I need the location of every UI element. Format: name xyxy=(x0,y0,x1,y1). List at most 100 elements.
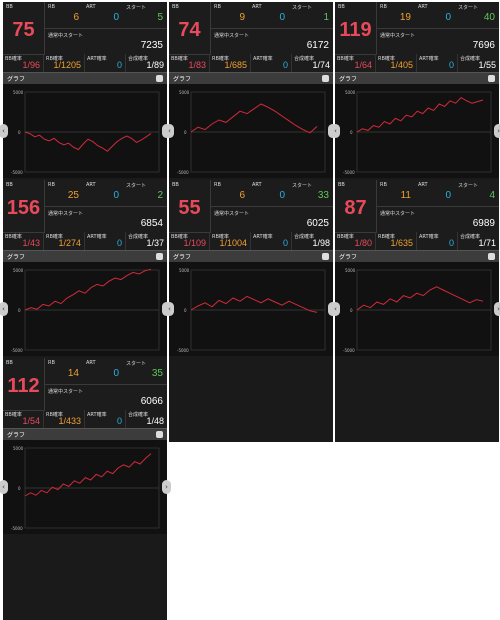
bb-rate-value: 1/83 xyxy=(188,60,206,70)
bb-count: 119 xyxy=(339,19,372,41)
y-bottom-label: -5000 xyxy=(11,526,23,531)
rb-rate-cell: RB確率 1/274 xyxy=(44,232,85,250)
stats-panel: BB 87 RB 11 ART 0 スタート 4 通常中スタート 6 xyxy=(335,180,499,250)
stats-panel: BB 119 RB 19 ART 0 スタート 40 通常中スタート xyxy=(335,2,499,72)
rb-label: RB xyxy=(214,182,221,188)
prev-arrow-icon[interactable]: ‹ xyxy=(0,124,8,138)
total-rate-cell: 合成確率 1/37 xyxy=(126,232,167,250)
graph-area: 5000 0 -5000 ‹ › xyxy=(0,84,171,178)
art-count: 0 xyxy=(113,190,119,201)
graph-header: グラフ xyxy=(335,72,499,85)
graph-title: グラフ xyxy=(173,76,192,83)
total-rate-value: 1/48 xyxy=(146,416,164,426)
y-bottom-label: -5000 xyxy=(343,170,355,175)
graph-options-icon[interactable] xyxy=(322,253,329,260)
bb-rate-label: BB確率 xyxy=(171,234,188,240)
total-rate-cell: 合成確率 1/48 xyxy=(126,410,167,428)
total-rate-value: 1/74 xyxy=(312,60,330,70)
bb-count-cell: BB 87 xyxy=(335,180,377,233)
y-zero-label: 0 xyxy=(18,130,21,135)
art-rate-label: ART確率 xyxy=(87,412,107,418)
total-rate-cell: 合成確率 1/89 xyxy=(126,54,167,72)
start-label: スタート xyxy=(126,183,147,189)
total-rate-value: 1/37 xyxy=(146,238,164,248)
art-rate-cell: ART確率 0 xyxy=(251,54,292,72)
art-rate-value: 0 xyxy=(116,416,122,426)
total-rate-value: 1/89 xyxy=(146,60,164,70)
normal-start-value: 6025 xyxy=(306,218,329,229)
bb-label: BB xyxy=(172,4,179,10)
art-rate-value: 0 xyxy=(282,238,288,248)
start-cell: スタート 2 xyxy=(123,180,167,206)
total-rate-value: 1/98 xyxy=(312,238,330,248)
total-rate-label: 合成確率 xyxy=(460,234,481,240)
prev-arrow-icon[interactable]: ‹ xyxy=(165,302,174,316)
machine-card-1: BB 75 RB 6 ART 0 スタート 5 通常中スタート 72 xyxy=(0,2,171,264)
next-arrow-icon[interactable]: › xyxy=(162,480,171,494)
total-rate-label: 合成確率 xyxy=(128,234,149,240)
counts-row: RB 6 ART 0 スタート 33 xyxy=(211,180,333,206)
prev-arrow-icon[interactable]: ‹ xyxy=(165,124,174,138)
normal-start-value: 6854 xyxy=(140,218,163,229)
rb-rate-label: RB確率 xyxy=(212,234,229,240)
graph-options-icon[interactable] xyxy=(322,75,329,82)
bb-count-cell: BB 156 xyxy=(3,180,45,233)
bb-rate-cell: BB確率 1/96 xyxy=(3,54,44,72)
prev-arrow-icon[interactable]: ‹ xyxy=(331,124,340,138)
next-arrow-icon[interactable]: › xyxy=(494,302,500,316)
rb-count: 25 xyxy=(67,190,79,201)
rb-cell: RB 6 xyxy=(45,2,83,28)
slump-line xyxy=(24,268,152,311)
rb-count: 14 xyxy=(67,368,79,379)
slump-graph xyxy=(190,269,326,351)
normal-start-label: 通常中スタート xyxy=(48,389,84,395)
normal-start-row: 通常中スタート 6172 xyxy=(211,28,333,55)
graph-options-icon[interactable] xyxy=(488,75,495,82)
art-rate-label: ART確率 xyxy=(87,234,107,240)
graph-options-icon[interactable] xyxy=(156,253,163,260)
graph-options-icon[interactable] xyxy=(156,75,163,82)
graph-header: グラフ xyxy=(3,72,167,85)
machine-card-6: BB 87 RB 11 ART 0 スタート 4 通常中スタート 6 xyxy=(331,180,500,442)
start-count: 5 xyxy=(157,12,163,23)
bb-label: BB xyxy=(6,360,13,366)
art-count: 0 xyxy=(445,12,451,23)
art-rate-value: 0 xyxy=(282,60,288,70)
y-bottom-label: -5000 xyxy=(11,170,23,175)
start-cell: スタート 40 xyxy=(455,2,499,28)
rb-cell: RB 14 xyxy=(45,358,83,384)
prev-arrow-icon[interactable]: ‹ xyxy=(0,480,8,494)
graph-header: グラフ xyxy=(335,250,499,263)
graph-title: グラフ xyxy=(339,76,358,83)
start-cell: スタート 1 xyxy=(289,2,333,28)
rb-label: RB xyxy=(48,182,55,188)
graph-options-icon[interactable] xyxy=(488,253,495,260)
bb-count: 74 xyxy=(178,19,201,41)
y-zero-label: 0 xyxy=(18,308,21,313)
art-cell: ART 0 xyxy=(415,2,455,28)
bb-label: BB xyxy=(6,4,13,10)
bb-count-cell: BB 112 xyxy=(3,358,45,411)
art-rate-value: 0 xyxy=(116,238,122,248)
y-bottom-label: -5000 xyxy=(343,348,355,353)
graph-options-icon[interactable] xyxy=(156,431,163,438)
art-label: ART xyxy=(418,182,428,188)
counts-row: RB 25 ART 0 スタート 2 xyxy=(45,180,167,206)
next-arrow-icon[interactable]: › xyxy=(494,124,500,138)
machine-card-7: BB 112 RB 14 ART 0 スタート 35 通常中スタート xyxy=(0,358,171,620)
total-rate-label: 合成確率 xyxy=(128,412,149,418)
graph-header: グラフ xyxy=(3,250,167,263)
rb-rate-value: 1/433 xyxy=(58,416,81,426)
rb-rate-value: 1/685 xyxy=(224,60,247,70)
prev-arrow-icon[interactable]: ‹ xyxy=(331,302,340,316)
rates-row: BB確率 1/80 RB確率 1/635 ART確率 0 合成確率 1/71 xyxy=(335,232,499,250)
bb-rate-cell: BB確率 1/43 xyxy=(3,232,44,250)
bb-count-cell: BB 55 xyxy=(169,180,211,233)
graph-title: グラフ xyxy=(339,254,358,261)
rates-row: BB確率 1/83 RB確率 1/685 ART確率 0 合成確率 1/74 xyxy=(169,54,333,72)
normal-start-row: 通常中スタート 6025 xyxy=(211,206,333,233)
prev-arrow-icon[interactable]: ‹ xyxy=(0,302,8,316)
y-bottom-label: -5000 xyxy=(177,348,189,353)
start-count: 2 xyxy=(157,190,163,201)
rb-rate-cell: RB確率 1/1004 xyxy=(210,232,251,250)
